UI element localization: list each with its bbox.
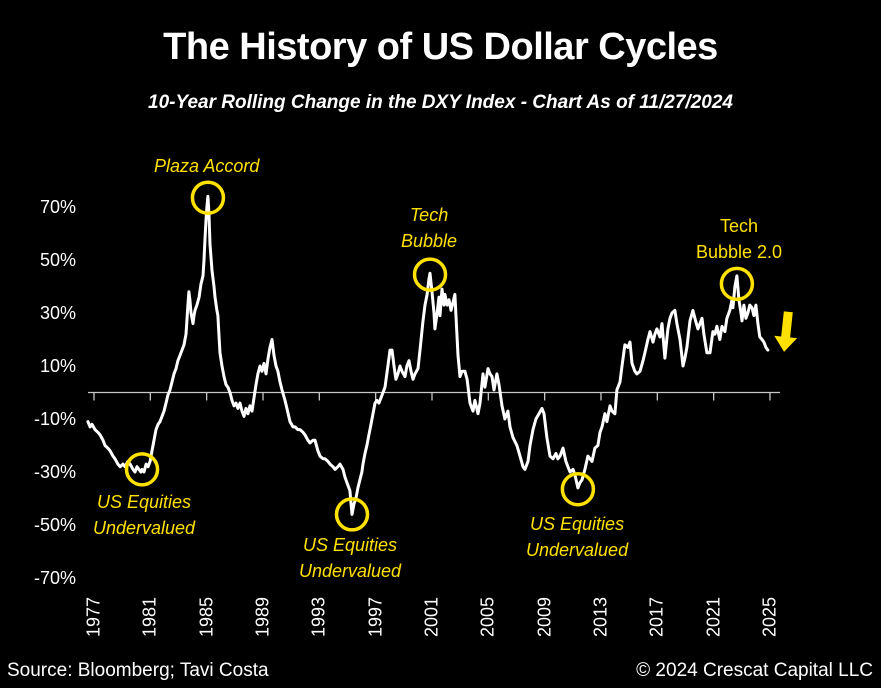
annotation-line: Tech bbox=[409, 205, 449, 226]
annotation-line: Undervalued bbox=[526, 539, 629, 560]
y-axis-label-10%: 10% bbox=[39, 356, 76, 376]
page-title: The History of US Dollar Cycles bbox=[163, 26, 718, 68]
y-axis-label-70%: 70% bbox=[39, 197, 76, 217]
annotation-line: US Equities bbox=[302, 534, 398, 555]
annotation-circle-us-equities-undervalued-3 bbox=[560, 471, 596, 507]
annotation-circle-plaza-accord bbox=[190, 180, 226, 215]
annotation-line: Plaza Accord bbox=[153, 156, 260, 177]
x-axis-label-2021: 2021 bbox=[703, 596, 724, 638]
annotation-label-us-equities-undervalued-2: US Equities Undervalued bbox=[299, 532, 401, 584]
annotation-label-us-equities-undervalued-3: US Equities Undervalued bbox=[526, 511, 628, 563]
x-axis-label-2005: 2005 bbox=[477, 596, 498, 638]
y-axis-label-30%: 30% bbox=[39, 303, 76, 323]
y-axis-label-50%: 50% bbox=[39, 250, 76, 270]
annotation-line: Bubble bbox=[401, 231, 458, 252]
y-axis-label--10%: -10% bbox=[33, 409, 76, 429]
annotation-circle-us-equities-undervalued-1 bbox=[124, 452, 160, 487]
y-axis-label--30%: -30% bbox=[33, 462, 76, 482]
page-subtitle: 10-Year Rolling Change in the DXY Index … bbox=[148, 92, 733, 113]
x-axis-label-2001: 2001 bbox=[421, 596, 442, 638]
x-axis-label-2017: 2017 bbox=[646, 596, 667, 638]
y-axis-label--70%: -70% bbox=[33, 568, 76, 588]
down-arrow-icon bbox=[774, 311, 798, 352]
dxy-rolling-change-line bbox=[86, 194, 770, 516]
annotation-circle-us-equities-undervalued-2 bbox=[334, 497, 370, 532]
x-axis-label-1989: 1989 bbox=[252, 596, 273, 638]
annotation-circle-tech-bubble bbox=[412, 257, 448, 292]
x-axis-label-2013: 2013 bbox=[590, 596, 611, 638]
x-axis-label-2025: 2025 bbox=[759, 596, 780, 638]
annotation-line: Bubble 2.0 bbox=[695, 241, 783, 262]
copyright-notice: © 2024 Crescat Capital LLC bbox=[636, 660, 873, 681]
annotation-line: US Equities bbox=[96, 492, 192, 513]
x-axis-label-1993: 1993 bbox=[308, 596, 329, 638]
annotation-line: Undervalued bbox=[298, 560, 402, 581]
x-axis-label-1997: 1997 bbox=[365, 596, 386, 638]
annotation-label-us-equities-undervalued-1: US Equities Undervalued bbox=[93, 489, 195, 541]
annotation-circle-tech-bubble-2 bbox=[719, 266, 755, 302]
x-axis-label-1985: 1985 bbox=[196, 596, 217, 638]
x-axis-label-1981: 1981 bbox=[139, 596, 160, 638]
annotation-label-tech-bubble: Tech Bubble bbox=[401, 202, 457, 254]
annotation-line: Undervalued bbox=[92, 518, 196, 539]
x-axis-label-1977: 1977 bbox=[83, 596, 104, 638]
annotation-line: US Equities bbox=[530, 513, 625, 534]
annotation-label-tech-bubble-2: Tech Bubble 2.0 bbox=[696, 213, 782, 265]
annotation-label-plaza-accord: Plaza Accord bbox=[154, 153, 259, 179]
y-axis-label--50%: -50% bbox=[33, 515, 76, 535]
source-credit: Source: Bloomberg; Tavi Costa bbox=[7, 660, 269, 681]
annotation-line: Tech bbox=[719, 215, 759, 236]
x-axis-label-2009: 2009 bbox=[534, 596, 555, 638]
